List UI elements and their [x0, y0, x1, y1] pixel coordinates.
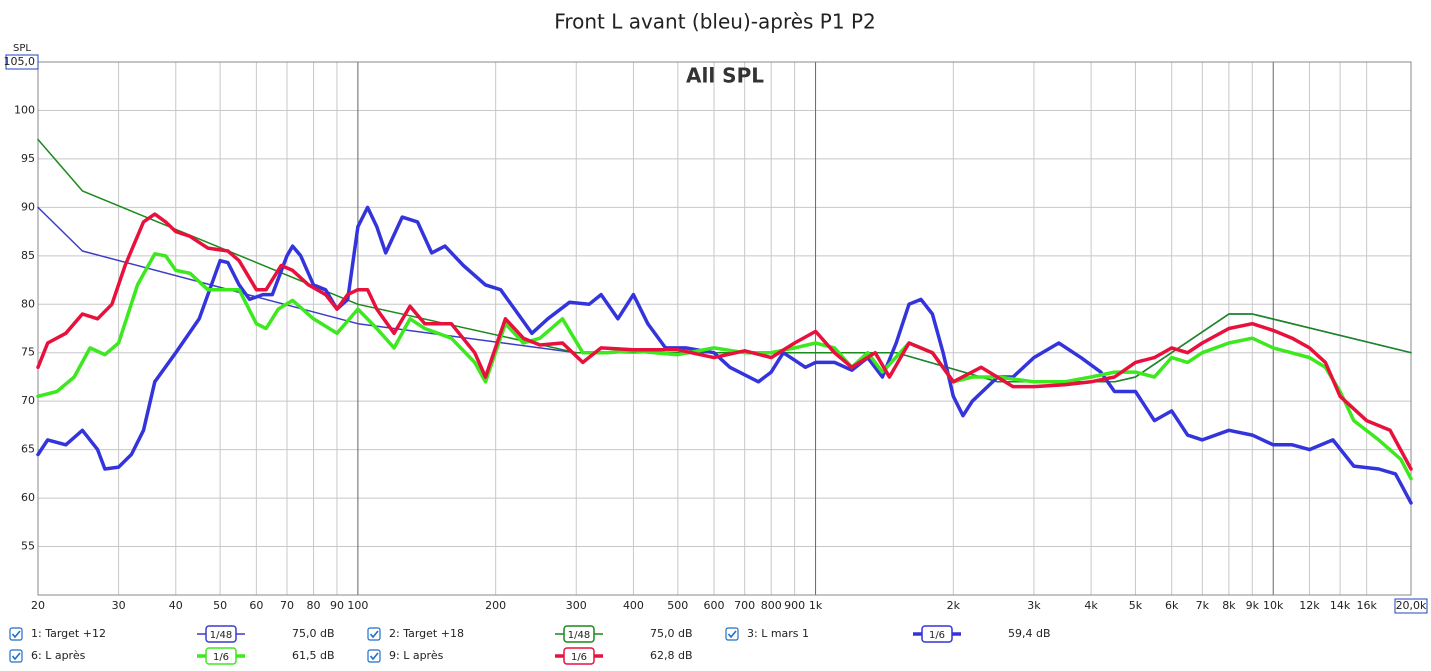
x-tick-label: 800 — [761, 599, 782, 612]
x-tick-label: 9k — [1246, 599, 1260, 612]
series-line — [36, 205, 1413, 505]
y-tick-label: 65 — [21, 443, 35, 456]
check-mark — [369, 652, 379, 661]
smoothing-box[interactable] — [921, 625, 953, 643]
legend-level: 62,8 dB — [650, 649, 693, 662]
chart-title: Front L avant (bleu)-après P1 P2 — [554, 10, 875, 34]
lines — [36, 138, 1413, 505]
x-tick-label: 5k — [1129, 599, 1143, 612]
x-tick-label: 200 — [485, 599, 506, 612]
legend-name: 1: Target +12 — [31, 627, 106, 640]
legend: 1: Target +12 1/48 75,0 dB 2: Target +18 1/4… — [9, 625, 1051, 665]
x-tick-label: 600 — [704, 599, 725, 612]
legend-item: 9: L après 1/6 62,8 dB — [367, 647, 693, 665]
x-tick-label: 2k — [947, 599, 961, 612]
x-tick-box — [1394, 598, 1428, 614]
legend-name: 3: L mars 1 — [747, 627, 809, 640]
x-tick-label: 4k — [1084, 599, 1098, 612]
x-tick-label: 12k — [1299, 599, 1320, 612]
smoothing-label: 1/6 — [571, 652, 587, 663]
x-tick-label: 20 — [31, 599, 45, 612]
grid — [37, 61, 1412, 595]
plot-frame — [37, 61, 1412, 596]
legend-item: 6: L après 1/6 61,5 dB — [9, 647, 335, 665]
x-tick-label: 50 — [213, 599, 227, 612]
x-tick-label: 8k — [1222, 599, 1236, 612]
x-tick-label: 700 — [734, 599, 755, 612]
check-mark — [11, 630, 21, 639]
smoothing-box[interactable] — [563, 647, 595, 665]
legend-checkbox[interactable] — [725, 627, 739, 641]
y-tick-label: 85 — [21, 249, 35, 262]
x-tick-label: 80 — [307, 599, 321, 612]
x-tick-label: 7k — [1196, 599, 1210, 612]
y-axis-label: SPL — [13, 43, 31, 54]
smoothing-label: 1/6 — [929, 630, 945, 641]
x-tick-label: 14k — [1330, 599, 1351, 612]
legend-name: 6: L après — [31, 649, 86, 662]
x-tick-label: 40 — [169, 599, 183, 612]
x-tick-label: 30 — [112, 599, 126, 612]
x-tick-label: 500 — [667, 599, 688, 612]
smoothing-label: 1/6 — [213, 652, 229, 663]
x-tick-label: 400 — [623, 599, 644, 612]
y-tick-label: 55 — [21, 540, 35, 553]
x-tick-label: 3k — [1027, 599, 1041, 612]
legend-item: 3: L mars 1 1/6 59,4 dB — [725, 625, 1051, 643]
x-tick-label: 20,0k — [1396, 599, 1427, 612]
legend-level: 75,0 dB — [292, 627, 335, 640]
smoothing-label: 1/48 — [568, 630, 590, 641]
legend-name: 9: L après — [389, 649, 444, 662]
y-tick-label: 90 — [21, 200, 35, 213]
smoothing-box[interactable] — [205, 625, 237, 643]
y-tick-label: 95 — [21, 152, 35, 165]
legend-checkbox[interactable] — [367, 627, 381, 641]
smoothing-box[interactable] — [563, 625, 595, 643]
series-line — [36, 252, 1413, 481]
x-tick-label: 100 — [347, 599, 368, 612]
y-tick-label: 80 — [21, 297, 35, 310]
annotation: All SPL — [686, 64, 764, 88]
legend-level: 59,4 dB — [1008, 627, 1051, 640]
x-tick-label: 16k — [1356, 599, 1377, 612]
x-tick-label: 6k — [1165, 599, 1179, 612]
y-tick-label: 75 — [21, 346, 35, 359]
x-tick-label: 900 — [784, 599, 805, 612]
series-line — [36, 212, 1413, 471]
check-mark — [727, 630, 737, 639]
smoothing-label: 1/48 — [210, 630, 232, 641]
legend-checkbox[interactable] — [367, 649, 381, 663]
y-tick-label: 60 — [21, 491, 35, 504]
legend-item: 1: Target +12 1/48 75,0 dB — [9, 625, 335, 643]
y-tick-label: 100 — [14, 103, 35, 116]
smoothing-box[interactable] — [205, 647, 237, 665]
y-tick-label: 105,0 — [4, 55, 36, 68]
series-line — [37, 138, 1412, 383]
y-tick-label: 70 — [21, 394, 35, 407]
x-tick-label: 90 — [330, 599, 344, 612]
check-mark — [11, 652, 21, 661]
legend-name: 2: Target +18 — [389, 627, 464, 640]
y-tick-box — [5, 54, 39, 70]
legend-checkbox[interactable] — [9, 649, 23, 663]
legend-level: 61,5 dB — [292, 649, 335, 662]
check-mark — [369, 630, 379, 639]
x-tick-label: 1k — [809, 599, 823, 612]
legend-level: 75,0 dB — [650, 627, 693, 640]
legend-item: 2: Target +18 1/48 75,0 dB — [367, 625, 693, 643]
x-tick-label: 10k — [1263, 599, 1284, 612]
x-tick-label: 70 — [280, 599, 294, 612]
x-tick-label: 60 — [249, 599, 263, 612]
legend-checkbox[interactable] — [9, 627, 23, 641]
x-tick-label: 300 — [566, 599, 587, 612]
